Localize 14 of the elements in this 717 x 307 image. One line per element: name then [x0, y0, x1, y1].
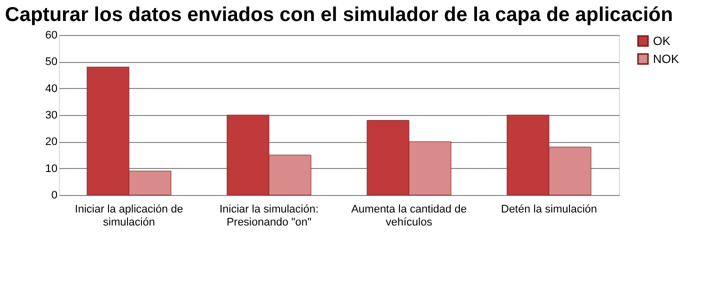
y-tick-label: 0: [51, 190, 58, 202]
y-tick-label: 20: [45, 136, 58, 148]
x-tick-label: Aumenta la cantidad de vehículos: [351, 204, 467, 228]
x-tick-label: Detén la simulación: [501, 204, 597, 216]
y-tick-label: 10: [45, 162, 58, 175]
y-tick-label: 30: [45, 110, 58, 122]
chart-title: Capturar los datos enviados con el simulador de la capa de aplicación: [5, 4, 673, 26]
y-tick-label: 50: [45, 56, 58, 68]
x-tick-label: Iniciar la simulación: Presionando "on": [219, 204, 319, 228]
x-tick-label: Iniciar la aplicación de simulación: [74, 204, 184, 228]
legend-label: NOK: [653, 52, 680, 66]
y-tick-label: 40: [45, 82, 58, 95]
y-tick-label: 60: [45, 30, 58, 42]
legend-label: OK: [653, 34, 670, 48]
